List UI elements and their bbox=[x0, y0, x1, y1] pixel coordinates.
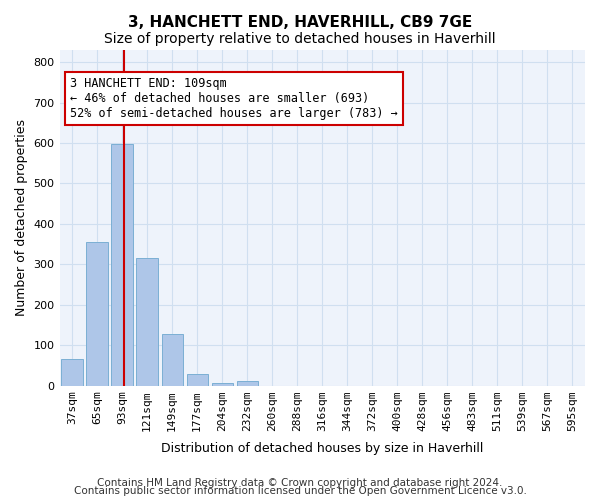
Bar bbox=[86, 242, 108, 386]
X-axis label: Distribution of detached houses by size in Haverhill: Distribution of detached houses by size … bbox=[161, 442, 484, 455]
Bar bbox=[61, 360, 83, 386]
Bar bbox=[212, 382, 233, 386]
Text: Contains HM Land Registry data © Crown copyright and database right 2024.: Contains HM Land Registry data © Crown c… bbox=[97, 478, 503, 488]
Bar bbox=[136, 258, 158, 386]
Text: Size of property relative to detached houses in Haverhill: Size of property relative to detached ho… bbox=[104, 32, 496, 46]
Bar bbox=[236, 382, 258, 386]
Text: 3 HANCHETT END: 109sqm
← 46% of detached houses are smaller (693)
52% of semi-de: 3 HANCHETT END: 109sqm ← 46% of detached… bbox=[70, 77, 398, 120]
Bar bbox=[187, 374, 208, 386]
Text: 3, HANCHETT END, HAVERHILL, CB9 7GE: 3, HANCHETT END, HAVERHILL, CB9 7GE bbox=[128, 15, 472, 30]
Y-axis label: Number of detached properties: Number of detached properties bbox=[15, 120, 28, 316]
Bar bbox=[112, 144, 133, 386]
Bar bbox=[161, 334, 183, 386]
Text: Contains public sector information licensed under the Open Government Licence v3: Contains public sector information licen… bbox=[74, 486, 526, 496]
